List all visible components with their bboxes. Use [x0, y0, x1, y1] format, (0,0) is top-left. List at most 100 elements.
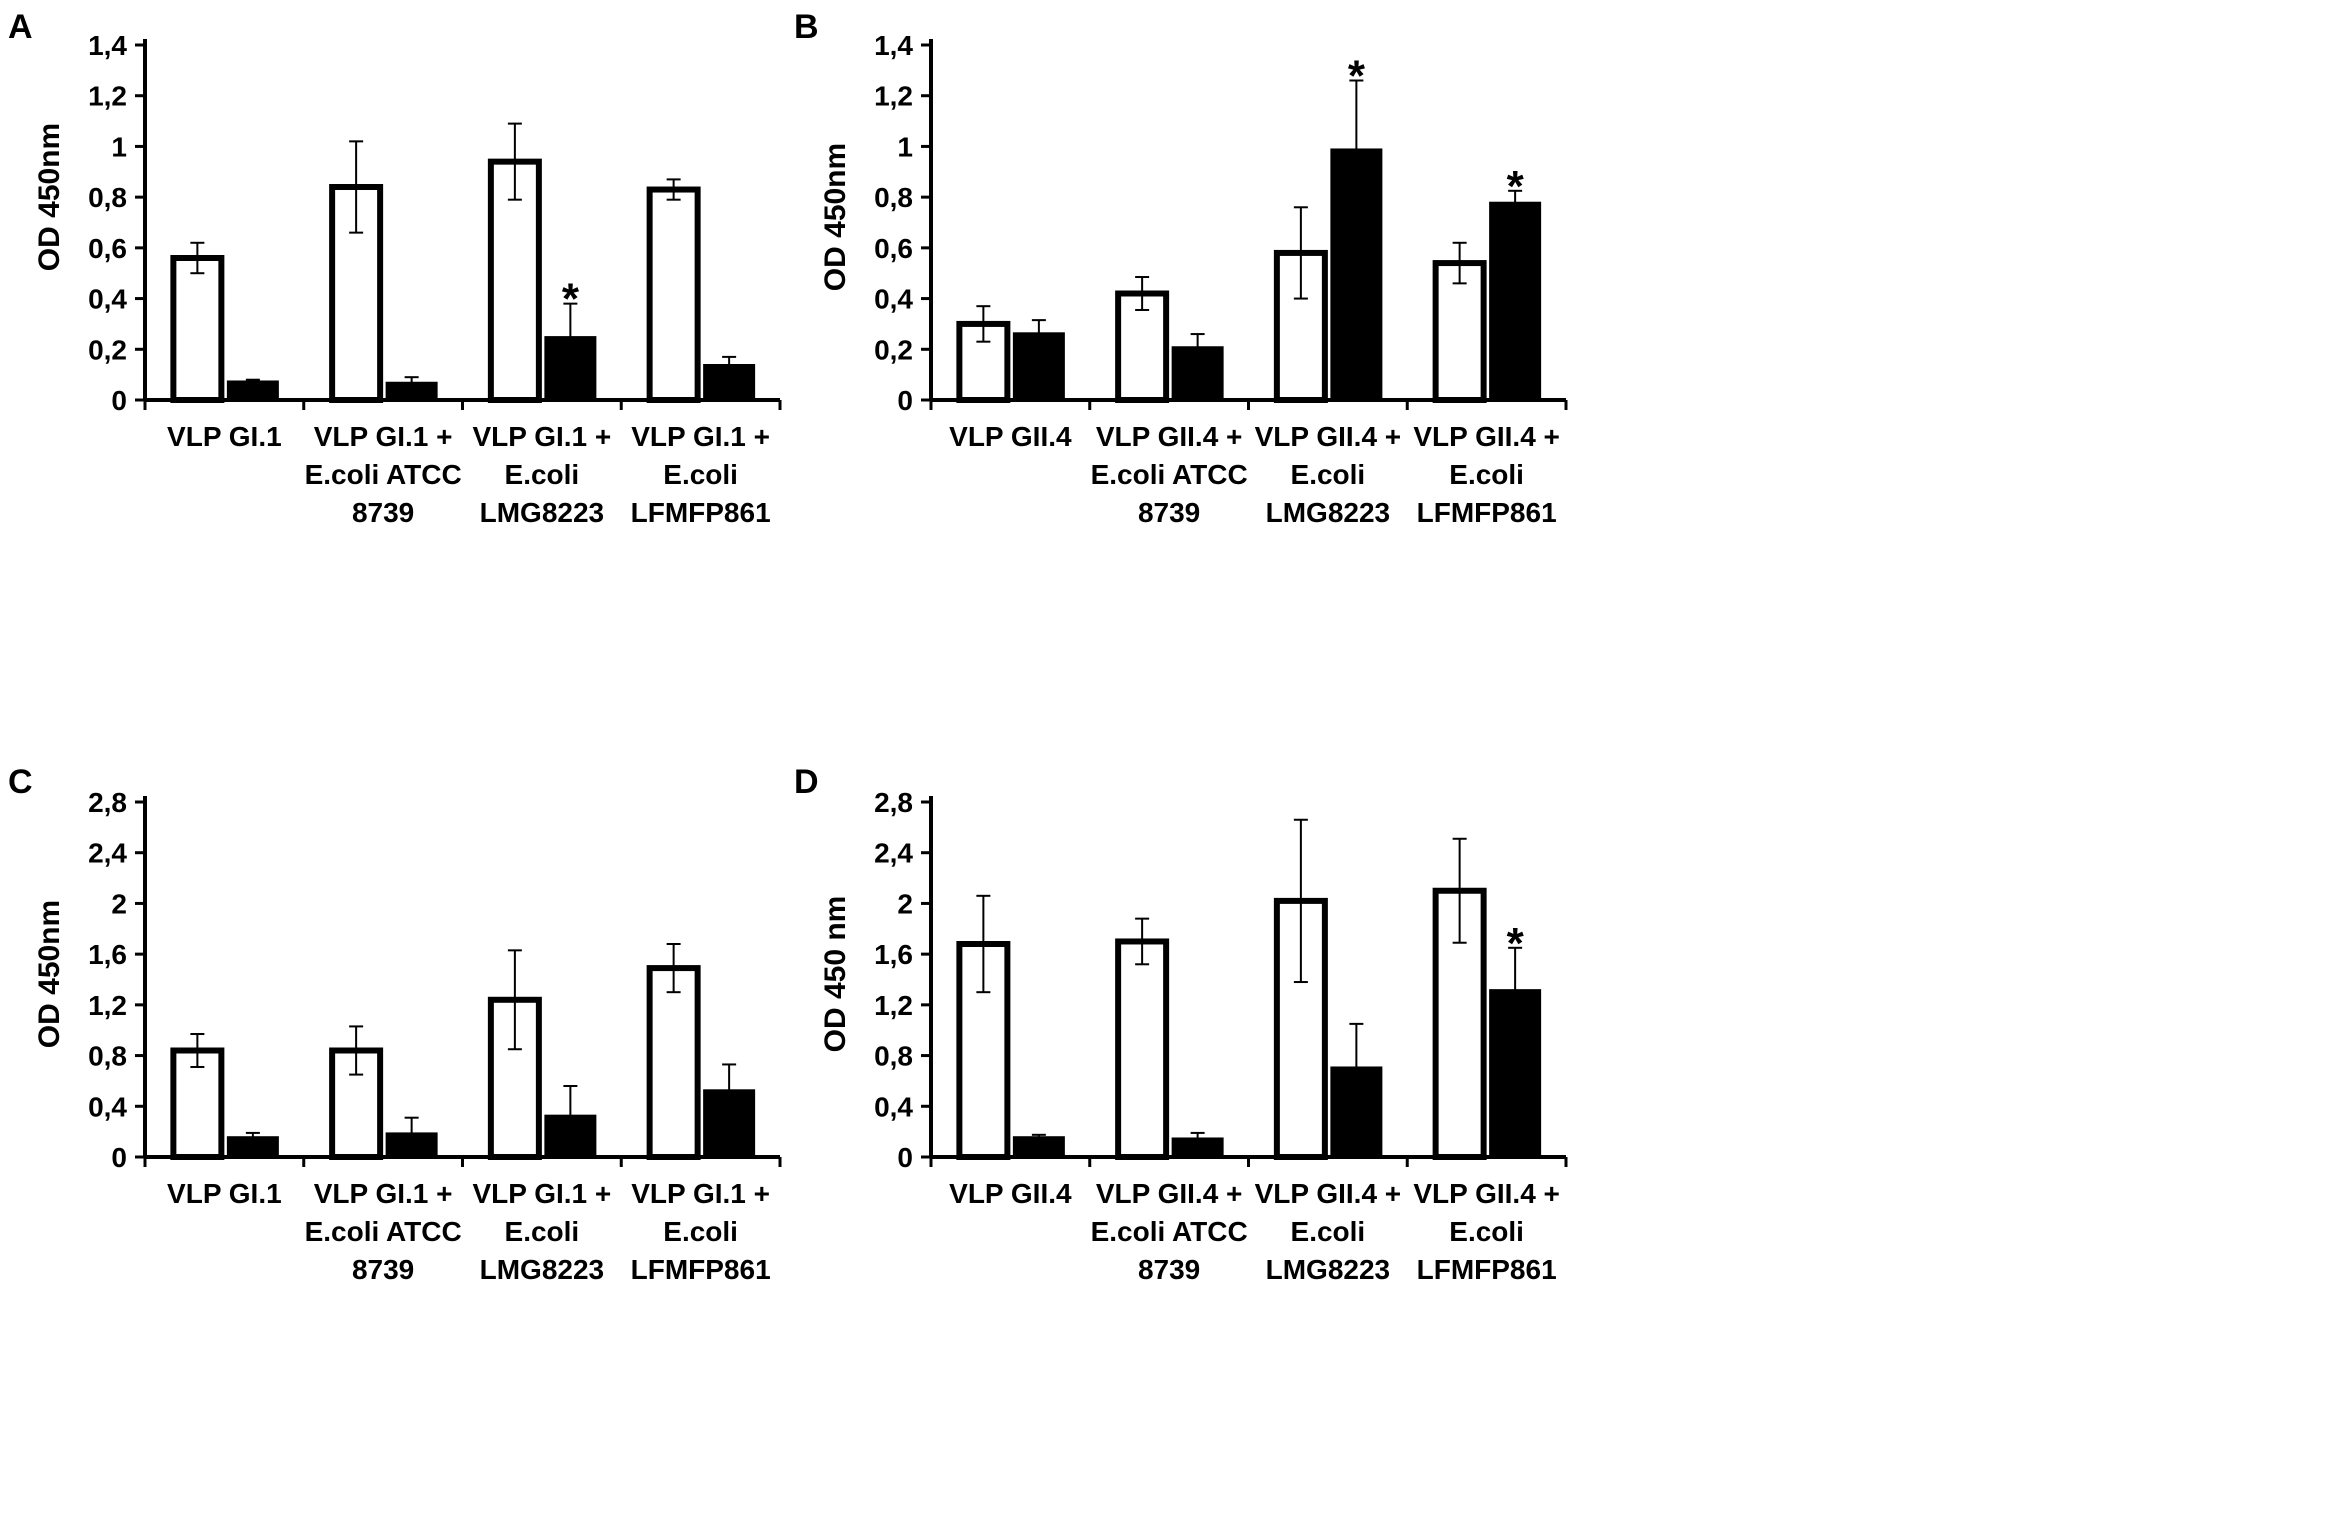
y-tick-label: 2,8 — [874, 787, 913, 818]
x-category-label: VLP GI.1 — [99, 1175, 349, 1213]
bar-black — [1012, 332, 1065, 401]
x-category-label: VLP GII.4 — [885, 1175, 1135, 1213]
bar-black — [1489, 989, 1542, 1158]
y-tick-label: 0,8 — [88, 182, 127, 213]
x-category-line: VLP GI.1 + — [313, 421, 453, 452]
panel-letter: A — [8, 8, 33, 46]
x-category-label: VLP GI.1 + E.coli LMG8223 — [417, 418, 667, 532]
y-tick-label: 2 — [111, 888, 127, 919]
x-category-line: LFMFP861 — [1416, 1254, 1557, 1285]
x-category-line: VLP GII.4 — [949, 421, 1072, 452]
x-category-line: VLP GII.4 + — [1095, 1178, 1243, 1209]
x-category-line: LMG8223 — [1265, 1254, 1391, 1285]
x-category-line: LFMFP861 — [630, 497, 771, 528]
y-tick-label: 0 — [111, 1142, 127, 1173]
panel-b: B OD 450nm 0 0,2 0,4 0,6 0,8 1 1,2 1,4 * * VLP GI… — [786, 0, 1946, 760]
x-category-label: VLP GI.1 + E.coli ATCC 8739 — [258, 1175, 508, 1289]
y-tick-label: 2,4 — [88, 838, 127, 869]
x-category-line: LMG8223 — [479, 1254, 605, 1285]
y-tick-label: 0,8 — [874, 1041, 913, 1072]
panel-c: C OD 450nm 0 0,4 0,8 1,2 1,6 2 2,4 2,8 VLP GI.1… — [0, 757, 1160, 1517]
x-category-line: LMG8223 — [1265, 497, 1391, 528]
bar-black — [1330, 148, 1383, 401]
panel-d: D OD 450 nm 0 0,4 0,8 1,2 1,6 2 2,4 2,8 * VLP GI… — [786, 757, 1946, 1517]
x-category-line: E.coli — [663, 459, 738, 490]
y-tick-label: 1,2 — [88, 81, 127, 112]
bar-black — [544, 336, 597, 401]
chart-b-plot: 0 0,2 0,4 0,6 0,8 1 1,2 1,4 * * — [874, 30, 1568, 416]
chart-a-plot: 0 0,2 0,4 0,6 0,8 1 1,2 1,4 * — [88, 30, 782, 416]
x-category-line: 8739 — [1137, 497, 1201, 528]
y-tick-label: 0,8 — [874, 182, 913, 213]
y-tick-label: 0,2 — [88, 334, 127, 365]
y-tick-label: 0 — [111, 385, 127, 416]
panel-letter: C — [8, 763, 33, 801]
y-tick-label: 0,6 — [88, 233, 127, 264]
x-category-label: VLP GI.1 + E.coli LFMFP861 — [576, 418, 826, 532]
y-tick-label: 1 — [897, 131, 913, 162]
y-tick-label: 2,4 — [874, 838, 913, 869]
x-category-line: VLP GII.4 + — [1413, 1178, 1560, 1209]
x-category-line: VLP GI.1 + — [631, 1178, 771, 1209]
bar-black — [544, 1114, 597, 1158]
bar-black — [1171, 1137, 1224, 1158]
bar-black — [226, 380, 279, 401]
bar-white — [646, 965, 701, 1160]
x-category-line: VLP GI.1 + — [313, 1178, 453, 1209]
y-tick-label: 1 — [111, 131, 127, 162]
bar-black — [385, 1132, 438, 1158]
x-category-line: VLP GI.1 + — [472, 1178, 612, 1209]
bar-black — [703, 1089, 756, 1158]
bar-white — [646, 186, 701, 403]
y-tick-label: 0 — [897, 385, 913, 416]
x-category-line: E.coli ATCC — [304, 1216, 462, 1247]
bar-black — [703, 364, 756, 401]
bar-white — [170, 255, 225, 403]
x-category-line: VLP GII.4 + — [1095, 421, 1243, 452]
y-tick-label: 1,4 — [874, 30, 913, 61]
bar-black — [1171, 346, 1224, 401]
significance-star: * — [1507, 919, 1525, 968]
x-category-line: E.coli — [1290, 1216, 1366, 1247]
significance-star: * — [562, 275, 580, 324]
y-tick-label: 0,4 — [874, 1091, 913, 1122]
x-category-line: E.coli — [1290, 459, 1366, 490]
x-category-line: E.coli — [1449, 459, 1524, 490]
x-category-label: VLP GI.1 + E.coli ATCC 8739 — [258, 418, 508, 532]
y-tick-label: 1,2 — [874, 81, 913, 112]
bar-white — [170, 1047, 225, 1160]
x-category-line: VLP GII.4 + — [1254, 421, 1402, 452]
x-category-line: E.coli — [504, 459, 580, 490]
y-tick-label: 1,2 — [88, 990, 127, 1021]
bar-black — [1330, 1066, 1383, 1158]
y-tick-label: 0,8 — [88, 1041, 127, 1072]
significance-star: * — [1507, 162, 1525, 211]
x-category-label: VLP GI.1 + E.coli LFMFP861 — [576, 1175, 826, 1289]
x-category-line: VLP GI.1 + — [472, 421, 612, 452]
x-category-label: VLP GII.4 + E.coli LFMFP861 — [1362, 1175, 1612, 1289]
y-tick-label: 0,6 — [874, 233, 913, 264]
x-category-line: E.coli — [663, 1216, 738, 1247]
x-category-line: E.coli ATCC — [1090, 1216, 1248, 1247]
x-category-line: VLP GII.4 — [949, 1178, 1072, 1209]
y-tick-label: 0,4 — [88, 284, 127, 315]
bar-black — [385, 381, 438, 401]
x-category-line: VLP GII.4 + — [1413, 421, 1560, 452]
bar-black — [226, 1136, 279, 1158]
x-category-line: LFMFP861 — [1416, 497, 1557, 528]
x-category-label: VLP GII.4 + E.coli ATCC 8739 — [1044, 418, 1294, 532]
y-tick-label: 2 — [897, 888, 913, 919]
x-category-line: 8739 — [351, 1254, 415, 1285]
bar-white — [487, 158, 542, 403]
x-category-line: E.coli ATCC — [304, 459, 462, 490]
x-category-line: LFMFP861 — [630, 1254, 771, 1285]
x-category-line: E.coli ATCC — [1090, 459, 1248, 490]
bar-black — [1489, 201, 1542, 401]
x-category-label: VLP GII.4 + E.coli ATCC 8739 — [1044, 1175, 1294, 1289]
x-category-label: VLP GII.4 + E.coli LFMFP861 — [1362, 418, 1612, 532]
x-category-line: VLP GI.1 + — [631, 421, 771, 452]
significance-star: * — [1348, 52, 1366, 101]
x-category-line: VLP GII.4 + — [1254, 1178, 1402, 1209]
x-category-line: VLP GI.1 — [167, 421, 282, 452]
y-tick-label: 2,8 — [88, 787, 127, 818]
